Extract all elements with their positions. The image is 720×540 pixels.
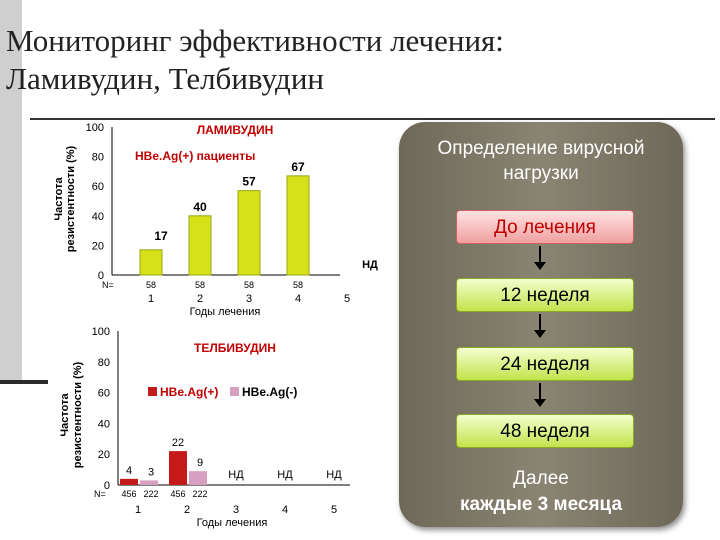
n-prefix-label: N= [94,489,106,499]
viral-load-panel: Определение вирусной нагрузки До лечения… [399,122,683,527]
legend-label: HBe.Ag(-) [242,385,297,399]
data-label: 3 [148,466,154,478]
arrow-head-icon [534,330,546,338]
x-tick-label: 1 [148,293,154,305]
telbivudine-chart: 0 20 40 60 80 100 Частота резистентности (%) ТЕЛ… [59,326,350,529]
bar-hbeag-pos [169,451,187,485]
x-tick-label: 5 [344,293,350,305]
x-tick-label: 3 [246,293,252,305]
data-label-nd: НД [277,469,293,481]
data-label: 67 [291,160,305,174]
bar [286,175,310,276]
bar [237,190,261,276]
arrow-down-icon [539,314,541,332]
y-tick-label: 60 [98,388,110,400]
step-week-48: 48 неделя [456,414,634,448]
y-axis-label-line1: Частота [53,177,65,221]
side-decoration-bar [0,0,22,380]
y-tick-label: 40 [98,418,110,430]
bar [139,249,163,276]
y-tick-label: 20 [98,449,110,461]
y-tick-label: 100 [92,326,110,338]
y-tick-label: 60 [92,181,104,193]
y-tick-label: 100 [86,122,104,134]
x-axis-label: Годы лечения [190,306,261,318]
y-tick-label: 20 [92,240,104,252]
bar-hbeag-neg [189,471,207,485]
bar-hbeag-neg [140,480,158,485]
x-tick-label: 3 [233,504,239,516]
arrow-down-icon [539,383,541,401]
y-tick-label: 80 [92,152,104,164]
y-axis-label-line2: резистентности (%) [72,361,84,468]
arrow-down-icon [539,246,541,264]
step-before-treatment: До лечения [456,210,634,244]
title-divider [30,118,715,120]
x-tick-label: 4 [295,293,301,305]
chart-title: ТЕЛБИВУДИН [194,341,276,355]
y-tick-label: 0 [98,270,104,282]
bar-hbeag-pos [120,478,138,485]
panel-footer-then: Далее [513,468,569,489]
y-tick-label: 80 [98,357,110,369]
y-tick-label: 0 [104,480,110,492]
side-decoration-line [0,380,48,384]
legend-label: HBe.Ag(+) [160,385,218,399]
data-label-nd: НД [228,469,244,481]
slide-title: Мониторинг эффективности лечения: Ламиву… [6,23,504,96]
y-axis-label-line2: резистентности (%) [65,145,77,252]
n-value-label: 58 [195,280,205,290]
data-label-nd: НД [362,259,378,271]
lamivudine-chart: 0 20 40 60 80 100 Частота резистентности (%) ЛАМ… [53,122,378,318]
arrow-head-icon [534,399,546,407]
x-tick-label: 4 [282,504,288,516]
x-tick-label: 2 [197,293,203,305]
x-tick-label: 2 [184,504,190,516]
n-value-label: 456 [170,489,185,499]
data-label-nd: НД [326,469,342,481]
data-label: 22 [172,437,184,449]
panel-footer-every-3-months: каждые 3 месяца [459,494,623,515]
n-value-label: 58 [244,280,254,290]
step-week-24: 24 неделя [456,347,634,381]
legend-swatch [148,387,157,396]
data-label: 57 [242,175,256,189]
data-label: 9 [197,457,203,469]
data-label: 40 [193,200,207,214]
n-value-label: 222 [192,489,207,499]
y-axis-label-line1: Частота [59,393,71,437]
chart-title: ЛАМИВУДИН [197,123,274,137]
arrow-head-icon [534,262,546,270]
data-label: 17 [154,229,168,243]
n-prefix-label: N= [102,280,114,290]
panel-heading: Определение вирусной нагрузки [437,138,645,184]
n-value-label: 58 [146,280,156,290]
n-value-label: 456 [121,489,136,499]
data-label: 4 [126,465,132,477]
x-tick-label: 1 [135,504,141,516]
chart-subtitle: HBe.Ag(+) пациенты [135,149,255,163]
n-value-label: 58 [293,280,303,290]
x-tick-label: 5 [331,504,337,516]
legend-swatch [230,387,239,396]
bar [188,215,212,276]
x-axis-label: Годы лечения [197,517,268,529]
n-value-label: 222 [143,489,158,499]
step-week-12: 12 неделя [456,278,634,312]
y-tick-label: 40 [92,211,104,223]
